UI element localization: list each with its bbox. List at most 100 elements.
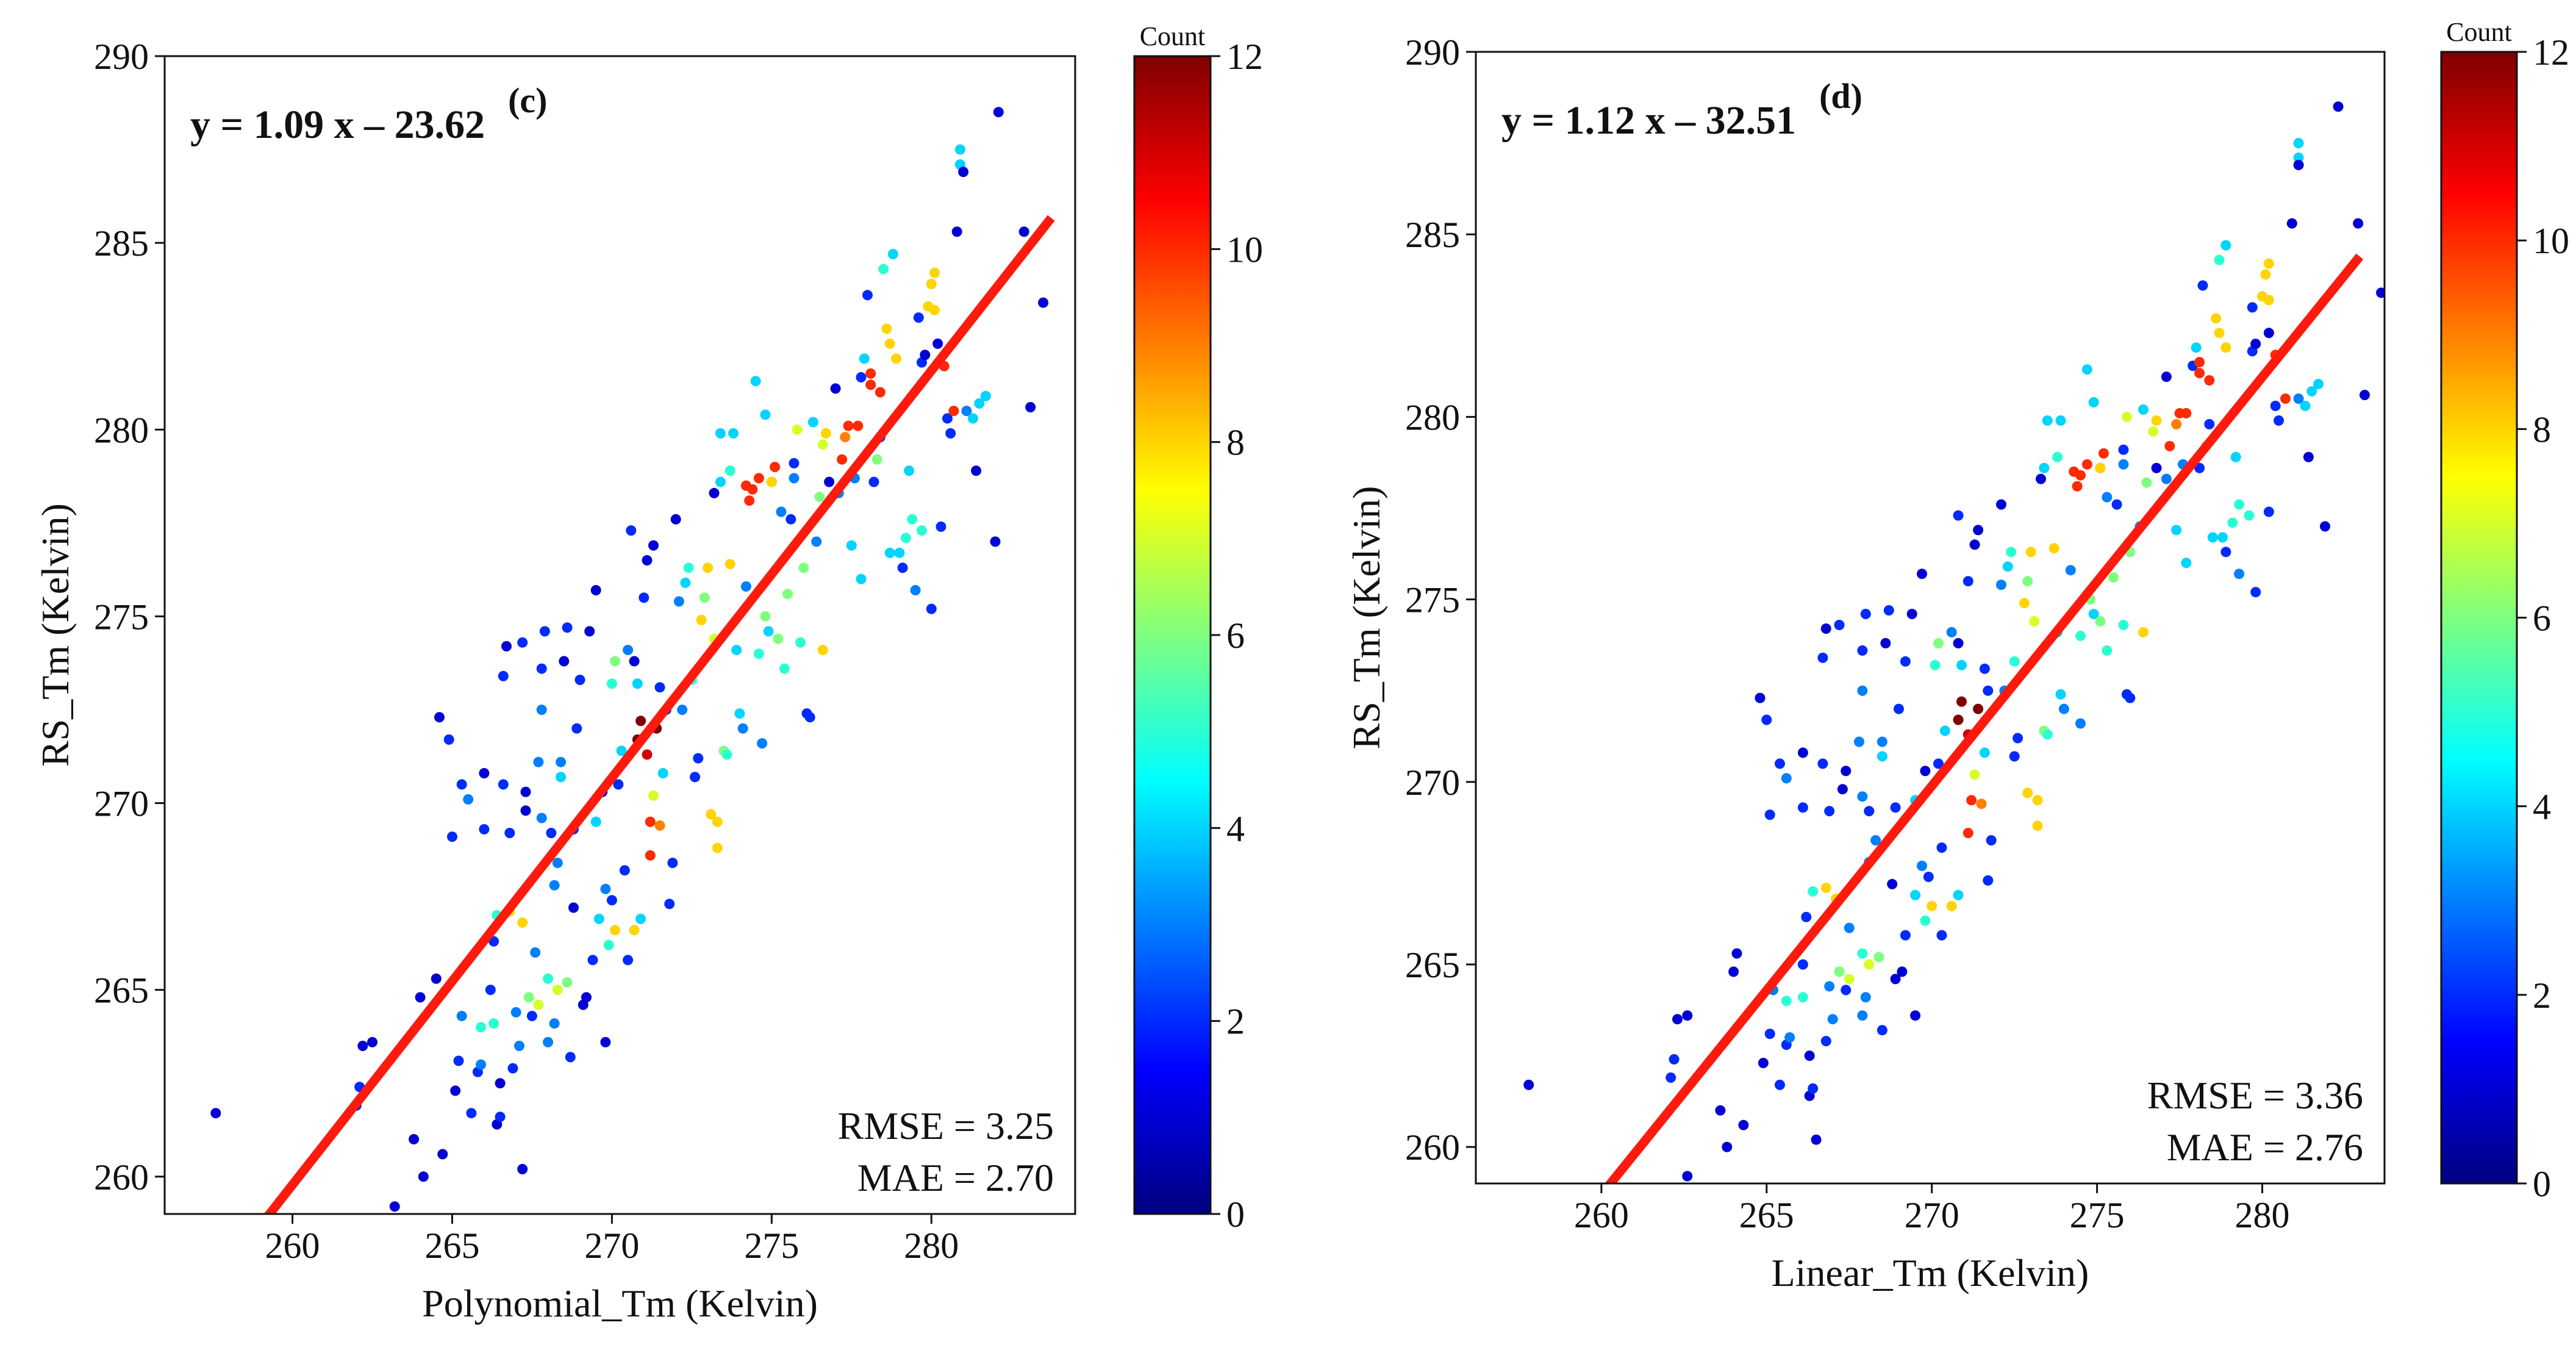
data-point — [2002, 561, 2013, 572]
colorbar-tick-label: 10 — [2533, 221, 2569, 261]
data-point — [2088, 609, 2099, 619]
data-point — [635, 716, 646, 727]
data-point — [2230, 451, 2241, 462]
data-point — [2333, 101, 2344, 112]
data-point — [2048, 543, 2059, 554]
data-point — [1877, 751, 1887, 762]
colorbar-tick-label: 6 — [1226, 616, 1245, 656]
data-point — [610, 656, 621, 667]
data-point — [715, 476, 726, 487]
data-point — [929, 304, 940, 315]
data-point — [2171, 525, 2182, 536]
data-point — [891, 353, 902, 364]
data-point — [2058, 703, 2069, 714]
data-point — [1857, 1010, 1868, 1021]
data-point — [2075, 470, 2086, 481]
data-point — [1996, 499, 2006, 510]
data-point — [498, 779, 509, 790]
data-point — [648, 540, 659, 551]
data-point — [479, 768, 490, 778]
data-point — [1979, 747, 1990, 758]
data-point — [1930, 659, 1941, 670]
data-point — [1860, 992, 1871, 1003]
data-point — [910, 585, 921, 595]
x-axis-label: Polynomial_Tm (Kelvin) — [422, 1282, 818, 1325]
colorbar-tick-label: 2 — [2533, 975, 2551, 1016]
data-point — [990, 536, 1001, 547]
data-point — [2111, 499, 2122, 510]
data-point — [2102, 492, 2113, 503]
data-point — [1781, 773, 1792, 784]
data-point — [798, 562, 809, 573]
data-point — [1775, 1079, 1785, 1090]
data-point — [495, 1078, 506, 1089]
data-point — [1920, 766, 1931, 777]
x-tick-label: 260 — [1574, 1195, 1629, 1235]
y-tick-label: 280 — [1405, 397, 1460, 437]
data-point — [1523, 1079, 1534, 1090]
mae-text: MAE = 2.70 — [857, 1156, 1054, 1199]
y-tick-label: 285 — [1405, 215, 1460, 255]
data-point — [562, 622, 573, 633]
data-point — [1962, 828, 1973, 838]
data-point — [782, 589, 793, 600]
data-point — [1669, 1054, 1680, 1065]
panel-label: (c) — [508, 81, 547, 120]
data-point — [878, 264, 889, 275]
mae-text: MAE = 2.76 — [2167, 1126, 2363, 1169]
data-point — [853, 420, 864, 431]
data-point — [2095, 462, 2106, 473]
x-tick-label: 280 — [2235, 1195, 2290, 1235]
data-point — [2151, 462, 2162, 473]
data-point — [645, 850, 656, 861]
data-point — [546, 828, 557, 838]
data-point — [1946, 900, 1957, 911]
plot-area — [1523, 101, 2385, 1183]
data-point — [2194, 368, 2205, 379]
data-point — [920, 350, 931, 361]
data-point — [1933, 758, 1944, 769]
x-tick-label: 270 — [1905, 1195, 1959, 1235]
data-point — [613, 779, 624, 790]
data-point — [2274, 415, 2284, 426]
data-point — [600, 883, 611, 894]
data-point — [763, 626, 774, 637]
data-point — [712, 842, 723, 853]
colorbar-tick-label: 0 — [2533, 1164, 2551, 1204]
data-point — [1682, 1171, 1693, 1182]
data-point — [476, 1059, 487, 1070]
data-point — [463, 794, 474, 805]
data-point — [1837, 784, 1848, 795]
axes-frame — [1475, 51, 2386, 1185]
data-point — [2029, 616, 2040, 627]
data-point — [1797, 747, 1808, 758]
data-point — [568, 902, 579, 913]
data-point — [1983, 685, 1994, 696]
data-point — [623, 645, 634, 655]
data-point — [581, 992, 592, 1003]
data-point — [2055, 689, 2066, 700]
data-point — [517, 917, 528, 928]
data-point — [951, 226, 962, 237]
data-point — [2293, 138, 2304, 149]
data-point — [789, 458, 800, 469]
data-point — [2353, 218, 2364, 229]
data-point — [2293, 160, 2304, 170]
data-point — [1900, 930, 1911, 941]
data-point — [1817, 652, 1828, 663]
data-point — [1781, 996, 1792, 1007]
data-point — [731, 645, 742, 655]
colorbar-tick-label: 12 — [2533, 32, 2569, 73]
data-point — [843, 420, 854, 431]
data-point — [1682, 1010, 1693, 1021]
data-point — [539, 626, 550, 637]
data-point — [703, 562, 714, 573]
y-tick-label: 260 — [1405, 1127, 1460, 1168]
data-point — [967, 413, 978, 424]
data-point — [571, 723, 582, 734]
data-point — [1857, 685, 1868, 696]
data-point — [706, 809, 717, 820]
data-point — [2214, 328, 2225, 339]
data-point — [2211, 313, 2222, 324]
data-point — [2320, 521, 2330, 532]
